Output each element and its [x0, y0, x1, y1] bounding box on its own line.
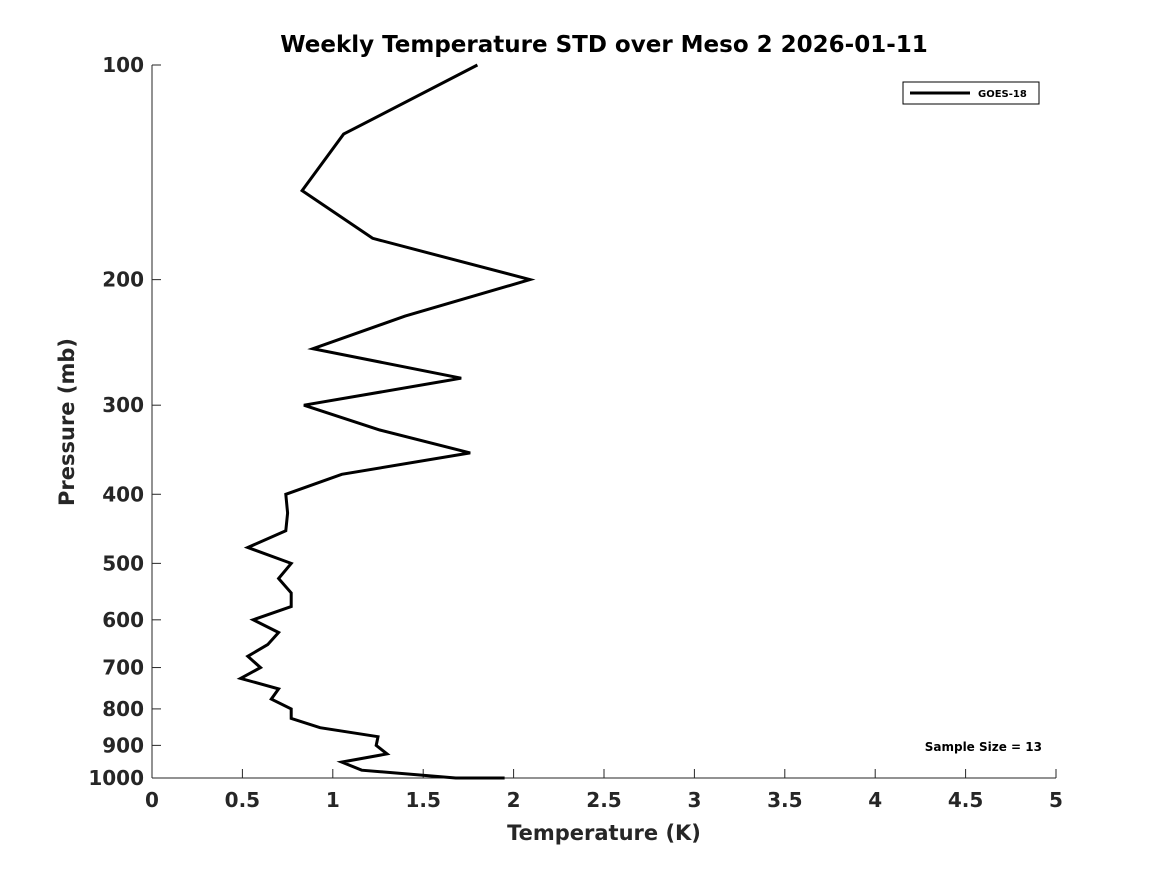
axes: 0 0.5 1 1.5 2 2.5 3 3.5 4 4.5 5 100 200 300 400 500 600 7… — [88, 53, 1063, 812]
x-tick-label: 3.5 — [767, 788, 802, 812]
x-tick-label: 0 — [145, 788, 159, 812]
y-tick-label: 300 — [102, 393, 144, 417]
y-tick-label: 1000 — [88, 766, 144, 790]
x-axis-label: Temperature (K) — [507, 821, 701, 845]
x-tick-label: 2 — [507, 788, 521, 812]
x-tick-label: 1 — [326, 788, 340, 812]
y-tick-label: 800 — [102, 697, 144, 721]
series-line-goes-18 — [236, 63, 536, 780]
sample-size-annotation: Sample Size = 13 — [925, 740, 1042, 754]
x-tick-label: 4 — [868, 788, 882, 812]
y-tick-label: 200 — [102, 268, 144, 292]
x-tick-label: 0.5 — [225, 788, 260, 812]
chart-title: Weekly Temperature STD over Meso 2 2026-… — [280, 32, 928, 58]
x-tick-label: 4.5 — [948, 788, 983, 812]
y-tick-label: 100 — [102, 53, 144, 77]
y-tick-label: 900 — [102, 733, 144, 757]
y-tick-label: 600 — [102, 608, 144, 632]
y-tick-label: 400 — [102, 482, 144, 506]
legend: GOES-18 — [902, 81, 1040, 105]
legend-entry-goes-18: GOES-18 — [978, 89, 1027, 100]
x-tick-label: 1.5 — [405, 788, 440, 812]
x-tick-label: 3 — [687, 788, 701, 812]
y-tick-label: 700 — [102, 656, 144, 680]
x-tick-label: 2.5 — [586, 788, 621, 812]
legend-box — [902, 81, 1040, 105]
y-tick-label: 500 — [102, 551, 144, 575]
x-tick-label: 5 — [1049, 788, 1063, 812]
y-axis-label: Pressure (mb) — [55, 338, 79, 506]
